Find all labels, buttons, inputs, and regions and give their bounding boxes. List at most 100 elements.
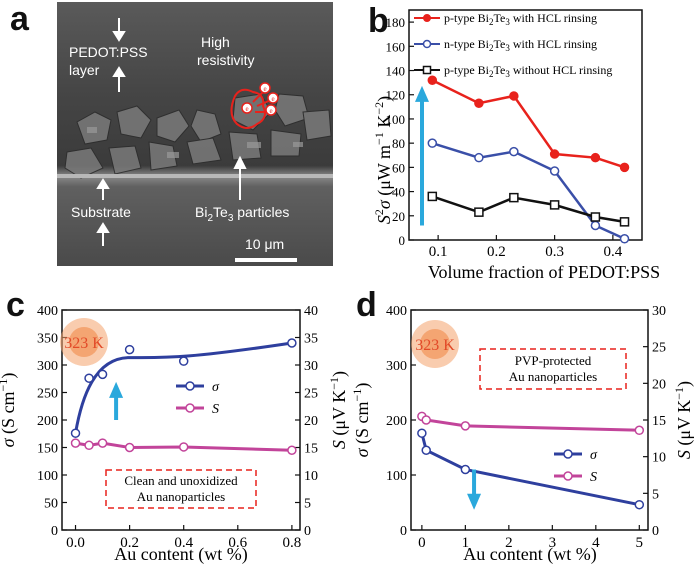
chart-c-point-0 (97, 369, 108, 380)
sem-texture (57, 93, 333, 179)
chart-d-ytick-left-label: 0 (400, 524, 407, 539)
electron-e-1: e (263, 85, 266, 93)
chart-c-ytick-left-label: 50 (44, 497, 58, 512)
chart-c-temperature-glow (60, 318, 108, 366)
chart-b-xtick-label: 0.4 (604, 244, 623, 260)
chart-c-annotation-box (105, 469, 257, 509)
chart-c-ytick-left-label: 350 (37, 332, 58, 347)
chart-d-ytick-left-label: 400 (386, 304, 407, 319)
chart-d-annotation-2: Au nanoparticles (509, 369, 597, 384)
chart-d-ytick-left-label: 100 (386, 469, 407, 484)
chart-b-xtick-label: 0.2 (487, 244, 506, 260)
chart-d-ytick-left-label: 200 (386, 414, 407, 429)
chart-d-ytick-right-label: 5 (652, 487, 659, 502)
chart-d-point-1 (460, 421, 471, 431)
scale-bar (235, 258, 297, 262)
chart-b-series-line-1 (431, 141, 626, 240)
chart-b-point-1 (509, 146, 519, 157)
panel-label-d: d (356, 286, 377, 324)
particles-label-sub1: 2 (207, 212, 214, 224)
particles-label-pre: Bi (195, 204, 208, 220)
chart-b-ylabel: S2σ (μW m−1 K−2) (372, 96, 395, 224)
chart-b-xtick-label: 0.1 (429, 244, 448, 260)
chart-c-ytick-left-label: 150 (37, 442, 58, 457)
chart-c-ytick-left-label: 100 (37, 469, 58, 484)
chart-d-frame (410, 309, 649, 531)
chart-c-frame (61, 309, 301, 531)
chart-b-point-2 (509, 192, 519, 203)
chart-c-xtick-label: 0.2 (120, 535, 139, 551)
chart-d-ytick-right-label: 30 (652, 304, 666, 319)
chart-b-point-2 (549, 200, 560, 210)
chart-c-point-1 (70, 438, 81, 448)
chart-b-point-1 (619, 234, 630, 244)
chart-d-point-0 (460, 464, 471, 475)
chart-b-legend: p-type Bi2Te3 with HCL rinsing n-type Bi… (414, 11, 612, 79)
chart-c-ytick-left-label: 0 (51, 524, 58, 539)
chart-b-point-2 (474, 207, 484, 217)
chart-d-point-0 (417, 428, 427, 438)
chart-c-ytick-right-label: 35 (304, 332, 318, 347)
chart-c-ytick-right-label: 0 (304, 524, 311, 539)
chart-b-series-line-0 (431, 79, 625, 169)
chart-d-ytick-right-label: 15 (652, 414, 666, 429)
chart-c-ytick-right-label: 20 (304, 414, 318, 429)
chart-d-legend-label-1: S (590, 470, 597, 485)
chart-d-point-0 (421, 445, 431, 455)
chart-c-point-0 (178, 356, 189, 366)
chart-b-ytick-label: 0 (399, 233, 406, 248)
chart-b-point-2 (427, 191, 438, 202)
chart-d-legend-label-0: σ (590, 448, 598, 463)
substrate-label: Substrate (71, 204, 131, 220)
chart-d-point-0 (634, 499, 645, 510)
electron-e-3: e (269, 107, 272, 115)
chart-b-point-1 (474, 152, 484, 163)
sem-arrows (96, 18, 272, 246)
chart-d-ytick-right-label: 20 (652, 377, 666, 392)
panel-label-b: b (368, 2, 389, 40)
chart-d-xtick-label: 3 (549, 535, 557, 551)
chart-b-xlabel: Volume fraction of PEDOT:PSS (428, 262, 660, 282)
chart-d-ylabel-right: S (μV K−1) (672, 381, 695, 459)
chart-b-frame (408, 9, 643, 241)
chart-b-point-1 (590, 220, 601, 231)
chart-c-ylabel-right: S (μV K−1) (327, 371, 350, 449)
scale-bar-label: 10 μm (245, 236, 285, 252)
chart-d-legend-marker-0 (563, 449, 573, 459)
chart-b-ytick-label: 20 (392, 209, 405, 224)
chart-b-ytick-label: 120 (386, 88, 406, 103)
chart-d-xtick-label: 5 (636, 535, 644, 551)
chart-b-ytick-label: 80 (392, 136, 405, 151)
chart-b-ytick-label: 100 (386, 112, 406, 127)
chart-c-ytick-right-label: 5 (304, 497, 311, 512)
chart-c-ytick-left-label: 300 (37, 359, 58, 374)
electron-e-2: e (271, 95, 274, 103)
chart-b-point-0 (427, 75, 438, 85)
chart-c-ytick-right-label: 25 (304, 387, 318, 402)
chart-c-ytick-right-label: 15 (304, 442, 318, 457)
chart-d-xtick-label: 4 (592, 535, 600, 551)
chart-c-point-1 (84, 440, 94, 451)
particles-label-sub2: 3 (227, 212, 234, 224)
chart-d-arrow-head (467, 493, 482, 510)
chart-b-point-0 (509, 91, 519, 101)
chart-c-point-1 (124, 442, 135, 453)
chart-c-ylabel-left: σ (S cm−1) (0, 373, 19, 448)
chart-b-point-1 (549, 166, 560, 176)
chart-c-ytick-right-label: 10 (304, 469, 318, 484)
chart-c-arrow-head (109, 381, 124, 398)
chart-b-point-0 (549, 149, 560, 159)
chart-c-point-1 (97, 438, 108, 448)
chart-c-ytick-right-label: 30 (304, 359, 318, 374)
legend-b-1: n-type Bi2Te3 with HCL rinsing (444, 37, 597, 53)
chart-b-ytick-label: 140 (386, 64, 406, 79)
chart-b-point-0 (474, 98, 484, 108)
chart-b-ytick-label: 160 (386, 39, 406, 54)
chart-c-point-1 (287, 445, 297, 455)
chart-c-legend-marker-1 (185, 403, 195, 413)
sem-micrograph: PEDOT:PSS layer High resistivity Substra… (57, 2, 333, 266)
chart-b-point-2 (619, 217, 630, 227)
chart-c-xtick-label: 0.0 (66, 535, 85, 551)
chart-c-series-line-0 (74, 341, 293, 434)
chart-b-ytick-label: 40 (392, 185, 405, 200)
